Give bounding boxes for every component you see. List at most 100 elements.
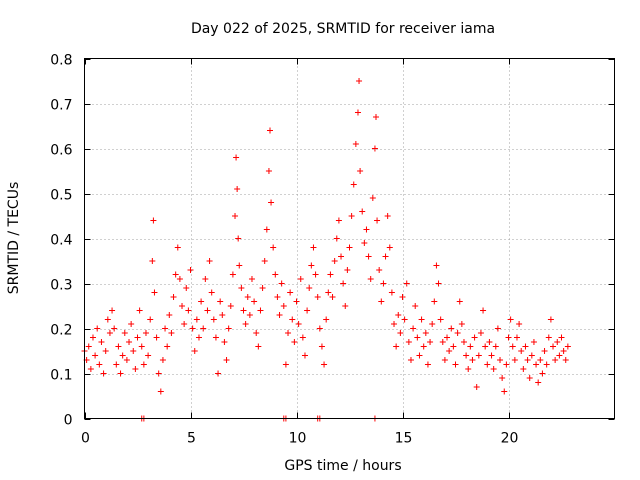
data-point [418,316,425,323]
data-point [427,339,434,345]
data-point [450,343,457,350]
data-point [204,307,211,314]
data-point [202,276,209,282]
data-point [513,334,520,341]
data-point [123,357,130,363]
data-point [183,285,190,291]
data-point [539,370,546,377]
data-point [333,235,340,242]
data-point [115,343,122,350]
data-point [329,294,336,300]
data-point [499,375,506,381]
data-point [189,325,196,332]
data-point [297,276,304,282]
data-point [410,325,417,332]
data-point [174,244,181,251]
data-point [316,325,323,332]
data-point [448,325,455,332]
data-point [547,316,554,323]
data-point [314,294,321,300]
data-point [541,348,548,354]
data-point [150,217,157,224]
data-point [121,330,128,336]
data-point [342,303,349,309]
data-point [403,280,410,287]
data-point [236,262,243,269]
data-point [100,370,107,377]
grid-lines [84,58,615,419]
data-point [234,186,241,192]
data-point [424,361,431,368]
data-point [382,253,389,260]
data-point [106,330,113,336]
data-point [282,361,289,368]
data-point [492,343,499,350]
data-point [503,361,510,368]
data-point [477,330,484,336]
data-point [480,307,487,314]
data-point [454,330,461,336]
x-tick-label: 20 [501,431,519,447]
data-point [471,334,478,341]
data-point [246,312,253,318]
data-point [484,361,491,368]
data-point [217,298,224,305]
data-point [422,330,429,336]
data-point [475,352,482,359]
y-tick-label: 0.8 [50,53,72,69]
data-point [528,352,535,359]
y-tick-label: 0.2 [50,323,72,339]
data-point [562,357,569,363]
data-point [265,168,272,174]
data-point [318,343,325,350]
data-point [460,339,467,345]
data-point [299,334,306,341]
data-point [145,352,152,359]
data-point [458,321,465,327]
data-point [545,334,552,341]
data-point [272,271,279,278]
data-point [191,348,198,354]
data-point [147,316,154,323]
data-point [516,321,523,327]
data-point [130,348,137,354]
data-point [530,339,537,345]
data-point [104,316,111,323]
data-point [142,330,149,336]
data-point [348,213,355,219]
data-points [81,78,571,422]
data-point [520,366,527,372]
data-point [371,145,378,152]
data-point [312,271,319,278]
y-axis-label: SRMTID / TECUs [6,182,22,295]
data-point [554,339,561,345]
data-point [278,280,285,287]
data-point [85,343,92,350]
data-point [285,330,292,336]
data-point [433,262,440,269]
data-point [543,361,550,368]
data-point [276,312,283,318]
data-point [87,366,94,372]
y-tick-label: 0.6 [50,143,72,159]
data-point [397,330,404,336]
data-point [153,334,160,341]
data-point [505,334,512,341]
data-point [261,258,268,264]
data-point [134,334,141,341]
data-point [304,307,311,314]
data-point [140,361,147,368]
data-point [98,339,105,345]
data-point [295,321,302,327]
data-point [221,339,228,345]
data-point [441,357,448,363]
data-point [391,321,398,327]
data-point [159,357,166,363]
data-point [378,298,385,305]
data-point [535,379,542,386]
data-point [356,78,363,84]
data-point [233,154,240,161]
data-point [346,244,353,251]
data-point [564,343,571,350]
